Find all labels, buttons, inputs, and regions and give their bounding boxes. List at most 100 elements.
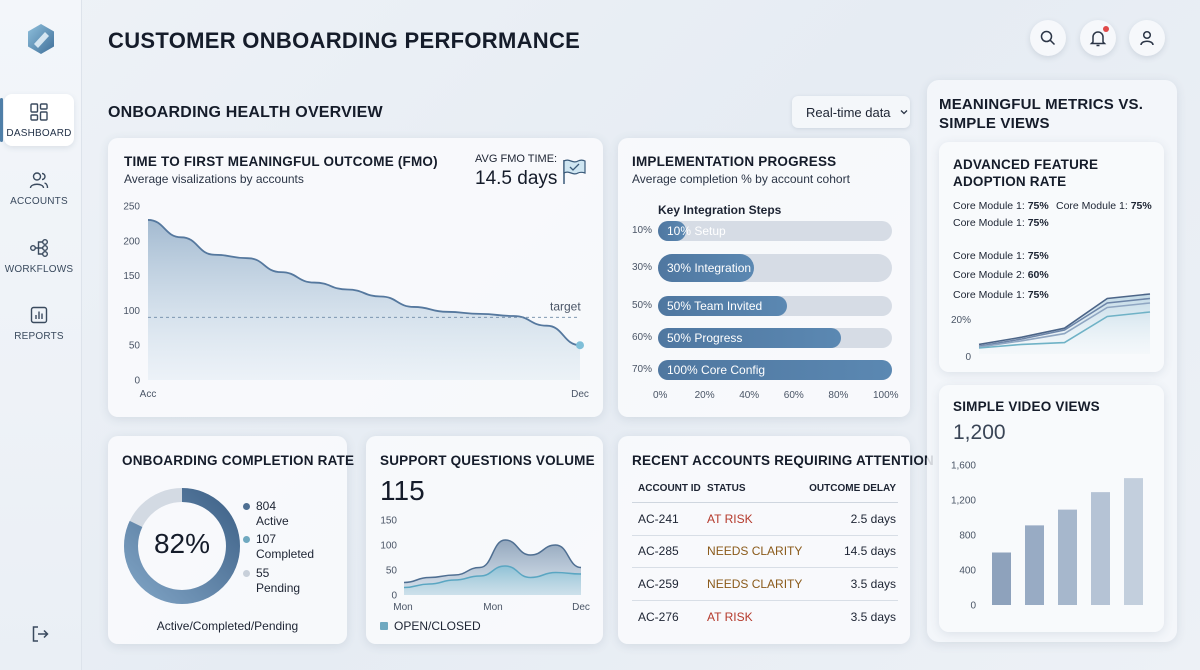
y-tick-label: 250 [123, 202, 140, 213]
account-status: AT RISK [701, 502, 803, 536]
y-tick-label: 0 [391, 591, 397, 602]
table-row[interactable]: AC-241 AT RISK 2.5 days [632, 502, 898, 536]
notifications-button[interactable] [1080, 20, 1116, 56]
search-button[interactable] [1030, 20, 1066, 56]
progress-bar-label: 100% Core Config [667, 363, 766, 377]
progress-bar-label: 50% Team Invited [667, 299, 763, 313]
progress-track: 10% Setup [658, 221, 892, 241]
module-name: Core Module 1: [1056, 200, 1128, 212]
sidebar-item-reports[interactable]: REPORTS [4, 297, 74, 349]
column-header[interactable]: STATUS [701, 480, 803, 503]
app-logo-icon[interactable] [25, 22, 57, 56]
legend-label: Active [256, 514, 289, 528]
section-title: ONBOARDING HEALTH OVERVIEW [108, 104, 383, 121]
adoption-line [978, 297, 1151, 347]
x-tick-label: 100% [873, 390, 899, 401]
video-title: SIMPLE VIDEO VIEWS [953, 399, 1100, 414]
outcome-delay: 3.5 days [802, 567, 898, 601]
module-name: Core Module 2: [953, 269, 1025, 281]
progress-track: 50% Progress [658, 328, 892, 348]
progress-bar [658, 360, 892, 380]
panel-title: MEANINGFUL METRICS VS. SIMPLE VIEWS [939, 95, 1143, 133]
module-name: Core Module 1: [953, 217, 1025, 229]
outcome-delay: 3.5 days [850, 609, 896, 624]
module-name: Core Module 1: [953, 289, 1025, 301]
video-bar [992, 552, 1011, 605]
y-tick-label: 0 [970, 601, 976, 612]
account-status: NEEDS CLARITY [701, 567, 803, 601]
legend-count: 107 [256, 532, 277, 546]
column-header[interactable]: ACCOUNT ID [632, 480, 702, 503]
legend-label: Pending [256, 581, 301, 595]
module-line: Core Module 1: 75% [953, 250, 1049, 262]
legend-count: 55 [256, 566, 270, 580]
dashboard-icon [30, 102, 48, 121]
completion-donut-chart [124, 488, 240, 604]
x-tick-label: Dec [571, 389, 589, 400]
module-line: Core Module 1: 75% [953, 289, 1049, 301]
sidebar: DASHBOARD ACCOUNTS WORKFLOWS REPORTS [0, 0, 82, 670]
support-card [366, 436, 603, 644]
panel-title-line: MEANINGFUL METRICS VS. [939, 96, 1144, 113]
workflow-icon [30, 238, 48, 257]
sidebar-item-label: DASHBOARD [6, 127, 72, 139]
progress-bar-label: 30% Integration [667, 261, 752, 275]
legend-swatch [380, 622, 388, 630]
table-row[interactable]: AC-259 NEEDS CLARITY 3.5 days [632, 567, 898, 601]
x-tick-label: 0% [653, 390, 668, 401]
adoption-title-line: ADVANCED FEATURE [953, 157, 1099, 172]
y-tick-label: 100 [123, 306, 140, 317]
avg-fmo-value: 14.5 days [475, 168, 558, 189]
end-point-marker [576, 341, 584, 350]
sidebar-item-dashboard[interactable]: DASHBOARD [0, 94, 74, 146]
x-tick-label: 20% [694, 390, 715, 401]
progress-track: 30% Integration [658, 254, 892, 282]
y-tick-label: 20% [951, 315, 971, 326]
row-percent-label: 30% [632, 262, 653, 273]
module-name: Core Module 1: [953, 250, 1025, 262]
logout-icon[interactable] [30, 624, 50, 644]
row-percent-label: 50% [632, 300, 653, 311]
chevron-down-icon [900, 110, 908, 115]
y-tick-label: 1,200 [951, 496, 976, 507]
row-percent-label: 10% [632, 225, 653, 236]
table-row[interactable]: AC-276 AT RISK 3.5 days [632, 600, 898, 633]
module-value: 75% [1027, 217, 1049, 229]
y-tick-label: 50 [386, 566, 398, 577]
data-mode-dropdown[interactable]: Real-time data [792, 96, 910, 128]
sidebar-item-workflows[interactable]: WORKFLOWS [4, 230, 74, 282]
legend-label: Completed [256, 547, 315, 561]
accounts-table: ACCOUNT ID STATUS OUTCOME DELAY AC-241 A… [632, 480, 898, 633]
completion-footer: Active/Completed/Pending [156, 619, 299, 633]
page-title: CUSTOMER ONBOARDING PERFORMANCE [108, 28, 581, 53]
adoption-area [979, 294, 1150, 354]
adoption-chart: 20% 0 [951, 293, 1151, 363]
fmo-area [148, 219, 580, 380]
y-tick-label: 1,600 [951, 461, 976, 472]
fmo-line [147, 219, 581, 347]
report-icon [30, 306, 48, 323]
fmo-title: TIME TO FIRST MEANINGFUL OUTCOME (FMO) [124, 154, 438, 169]
module-value: 75% [1027, 250, 1049, 262]
legend-dot [243, 536, 250, 543]
table-row[interactable]: AC-285 NEEDS CLARITY 14.5 days [632, 535, 898, 568]
legend-dot [243, 570, 250, 577]
progress-track: 50% Team Invited [658, 296, 892, 316]
sidebar-item-accounts[interactable]: ACCOUNTS [4, 162, 74, 214]
y-tick-label: 800 [959, 531, 976, 542]
flag-icon [563, 159, 586, 184]
column-header[interactable]: OUTCOME DELAY [802, 480, 898, 503]
video-value: 1,200 [953, 421, 1006, 444]
accounts-title: RECENT ACCOUNTS REQUIRING ATTENTION [632, 453, 934, 468]
module-value: 60% [1027, 269, 1049, 281]
progress-bar [658, 328, 841, 348]
profile-button[interactable] [1129, 20, 1165, 56]
adoption-line [978, 302, 1151, 348]
adoption-line [978, 311, 1151, 349]
progress-bar-label: 50% Progress [667, 331, 743, 345]
module-line: Core Module 1: 75% [1056, 200, 1152, 212]
video-bar [1091, 492, 1110, 605]
steps-label: Key Integration Steps [658, 203, 782, 217]
support-legend-label: OPEN/CLOSED [394, 619, 481, 633]
completion-value: 82% [153, 528, 211, 559]
